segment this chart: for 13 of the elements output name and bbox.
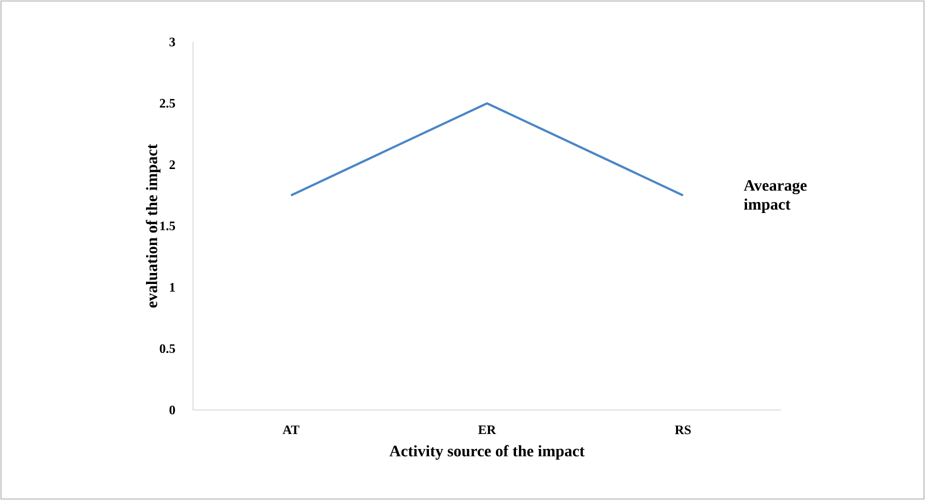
x-axis-title: Activity source of the impact bbox=[389, 445, 585, 460]
y-tick-label: 3 bbox=[170, 38, 176, 46]
x-tick-label: ER bbox=[478, 426, 496, 434]
y-tick-label: 2.5 bbox=[160, 98, 176, 108]
x-tick-label: RS bbox=[674, 426, 691, 434]
text: Avearage impact bbox=[744, 180, 807, 213]
y-tick-label: 1 bbox=[170, 283, 175, 292]
x-tick-label: AT bbox=[282, 426, 300, 434]
y-tick-label: 0 bbox=[170, 406, 175, 414]
y-axis-title: evaluation of the impact bbox=[146, 144, 160, 308]
y-tick-label: 1.5 bbox=[160, 222, 176, 230]
y-tick-label: 0.5 bbox=[160, 344, 176, 354]
y-tick-label: 2 bbox=[170, 160, 175, 169]
